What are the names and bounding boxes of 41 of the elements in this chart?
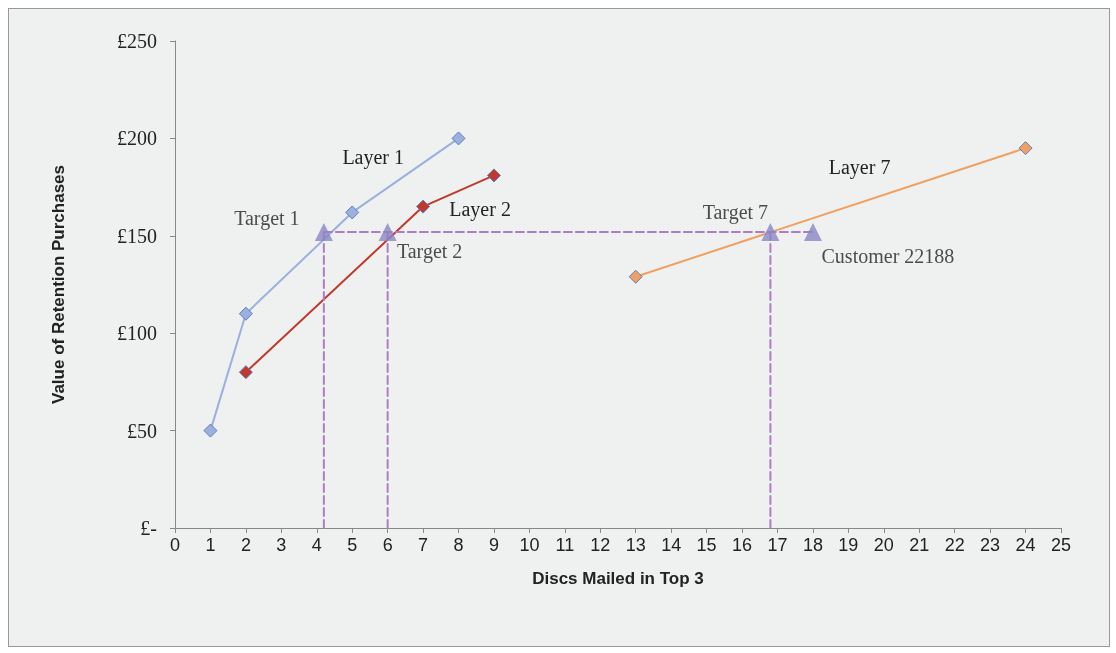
x-tick-label: 0	[169, 535, 181, 555]
x-tick-label: 16	[732, 535, 753, 555]
y-tick-label: £100	[117, 322, 157, 345]
x-tick-label: 21	[909, 535, 930, 555]
y-axis-title: Value of Retention Purchases	[49, 164, 68, 405]
x-tick-label: 1	[205, 535, 216, 555]
y-tick-label: £250	[117, 30, 157, 52]
series-label: Layer 2	[449, 197, 511, 221]
series-label: Layer 1	[342, 146, 405, 170]
x-tick-label: 13	[625, 535, 646, 555]
x-tick-label: 10	[519, 535, 540, 555]
annotation: Customer 22188	[821, 244, 955, 267]
x-tick-label: 23	[980, 535, 1001, 555]
x-tick-label: 15	[696, 535, 717, 555]
y-tick-label: £200	[117, 127, 157, 150]
x-tick-label: 4	[311, 535, 322, 555]
x-tick-label: 19	[838, 535, 859, 555]
x-tick-label: 25	[1050, 535, 1072, 555]
x-tick-label: 24	[1015, 535, 1036, 555]
x-tick-label: 9	[488, 535, 499, 555]
y-tick-label: £-	[140, 517, 157, 539]
x-tick-label: 20	[873, 535, 894, 555]
x-tick-label: 14	[661, 535, 682, 555]
series-label: Layer 7	[828, 156, 891, 180]
x-tick-label: 8	[453, 535, 464, 555]
x-tick-label: 18	[802, 535, 823, 555]
x-tick-label: 2	[240, 535, 251, 555]
annotation: Target 1	[234, 206, 300, 230]
x-tick-label: 6	[382, 535, 393, 555]
x-tick-label: 22	[944, 535, 965, 555]
x-tick-label: 5	[347, 535, 358, 555]
annotation: Target 7	[702, 200, 769, 224]
y-tick-label: £50	[127, 419, 157, 442]
x-tick-label: 7	[418, 535, 429, 555]
x-tick-label: 11	[555, 535, 575, 555]
y-tick-label: £150	[117, 224, 157, 247]
x-tick-label: 3	[276, 535, 287, 555]
x-tick-label: 17	[767, 535, 788, 555]
x-axis-title: Discs Mailed in Top 3	[532, 569, 704, 588]
x-tick-label: 12	[590, 535, 611, 555]
annotation: Target 2	[396, 239, 463, 263]
